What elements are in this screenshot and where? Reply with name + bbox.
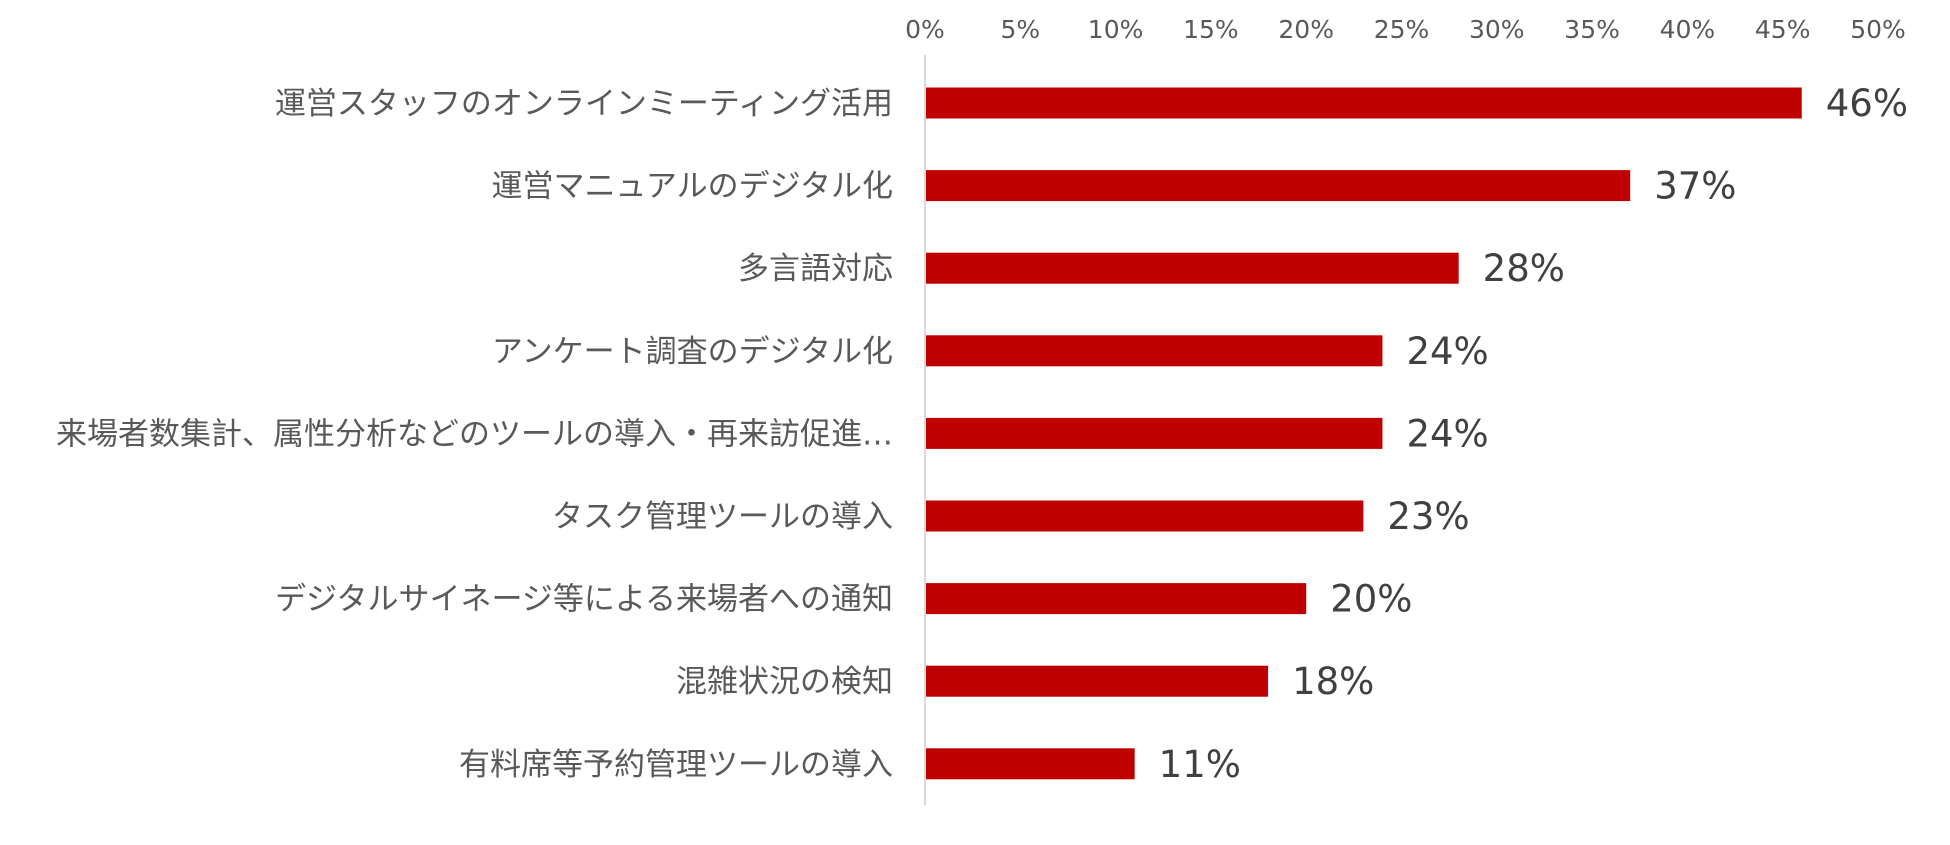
x-tick-label: 25%: [1374, 15, 1430, 44]
data-label: 23%: [1387, 495, 1469, 538]
x-tick-label: 10%: [1088, 15, 1144, 44]
category-label: 運営スタッフのオンラインミーティング活用: [275, 86, 893, 122]
bar: [926, 170, 1631, 202]
x-tick-label: 35%: [1564, 15, 1620, 44]
data-label: 24%: [1406, 412, 1488, 455]
x-tick-label: 20%: [1278, 15, 1334, 44]
data-label: 37%: [1654, 165, 1736, 208]
bar: [926, 748, 1135, 780]
x-tick-label: 30%: [1469, 15, 1525, 44]
x-tick-label: 15%: [1183, 15, 1239, 44]
category-label: タスク管理ツールの導入: [552, 499, 893, 535]
category-label: 来場者数集計、属性分析などのツールの導入・再来訪促進…: [56, 416, 893, 452]
bar: [926, 583, 1307, 615]
bar: [926, 500, 1364, 532]
x-tick-label: 50%: [1850, 15, 1906, 44]
data-label: 24%: [1406, 330, 1488, 373]
data-label: 11%: [1159, 743, 1241, 786]
bar: [926, 87, 1802, 119]
data-label: 46%: [1826, 82, 1908, 125]
data-label: 18%: [1292, 660, 1374, 703]
data-label: 28%: [1483, 247, 1565, 290]
x-tick-label: 45%: [1755, 15, 1811, 44]
bar: [926, 665, 1269, 697]
category-label: デジタルサイネージ等による来場者への通知: [275, 582, 893, 618]
category-label: 混雑状況の検知: [676, 664, 893, 700]
x-tick-label: 5%: [1000, 15, 1040, 44]
category-label: 有料席等予約管理ツールの導入: [459, 747, 893, 783]
bar: [926, 335, 1383, 367]
x-tick-label: 40%: [1660, 15, 1716, 44]
category-label: アンケート調査のデジタル化: [492, 334, 893, 370]
x-tick-label: 0%: [905, 15, 945, 44]
bar: [926, 252, 1459, 284]
data-label: 20%: [1330, 578, 1412, 621]
category-label: 多言語対応: [738, 251, 893, 287]
bar: [926, 417, 1383, 449]
category-label: 運営マニュアルのデジタル化: [492, 169, 893, 205]
